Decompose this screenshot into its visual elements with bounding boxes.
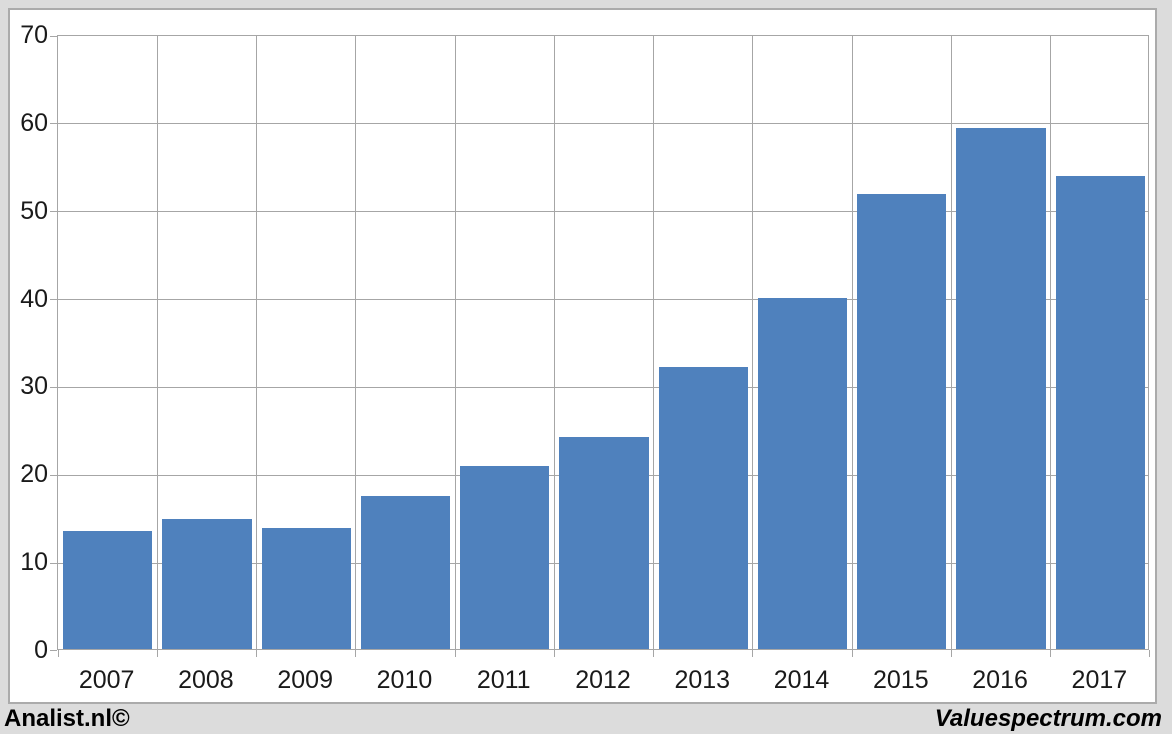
y-axis-label: 10 [20, 548, 48, 577]
gridline-vertical [653, 36, 655, 649]
x-axis-tick [752, 650, 754, 657]
gridline-horizontal [58, 123, 1148, 125]
bar-2013 [658, 366, 748, 649]
x-axis-tick [653, 650, 655, 657]
y-axis-label: 0 [34, 636, 48, 664]
gridline-vertical [851, 36, 853, 649]
y-axis-label: 60 [20, 108, 48, 137]
x-axis-label: 2008 [178, 666, 234, 694]
y-axis-label: 20 [20, 460, 48, 489]
gridline-horizontal [58, 211, 1148, 213]
bar-2015 [857, 193, 947, 649]
x-axis-tick [553, 650, 555, 657]
x-axis-tick [156, 650, 158, 657]
chart-box: 0 10 20 30 40 50 60 70 2007 2008 2009 2010 2011 2012… [8, 8, 1157, 704]
footer-strip: Analist.nl© Valuespectrum.com [0, 704, 1172, 734]
gridline-vertical [553, 36, 555, 649]
y-axis-tick [50, 386, 57, 388]
gridline-horizontal [58, 299, 1148, 301]
gridline-vertical [156, 36, 158, 649]
y-axis-label: 50 [20, 196, 48, 225]
bar-2014 [757, 298, 848, 649]
x-axis-label: 2015 [873, 666, 929, 694]
gridline-horizontal [58, 386, 1148, 388]
gridline-vertical [256, 36, 258, 649]
x-axis-label: 2010 [376, 666, 433, 694]
y-axis-tick [50, 299, 57, 301]
brand-analist: Analist.nl© [4, 705, 130, 732]
x-axis-label: 2014 [773, 666, 830, 694]
bar-2010 [360, 496, 451, 649]
y-axis-tick [50, 650, 57, 651]
gridline-vertical [752, 36, 754, 649]
x-axis-label: 2012 [575, 666, 631, 694]
bar-2011 [460, 466, 550, 649]
x-axis-label: 2016 [972, 666, 1028, 694]
gridline-vertical [1050, 36, 1052, 649]
gridline-vertical [355, 36, 357, 649]
y-axis-tick [50, 211, 57, 213]
y-axis-label: 70 [20, 21, 48, 49]
x-axis-label: 2007 [78, 666, 135, 694]
y-axis-tick [50, 123, 57, 125]
x-axis-tick [950, 650, 952, 657]
x-axis-tick [1050, 650, 1052, 657]
x-axis-tick [58, 650, 59, 657]
x-axis-tick [851, 650, 853, 657]
x-axis-tick [454, 650, 456, 657]
gridline-vertical [950, 36, 952, 649]
x-axis-label: 2011 [476, 666, 531, 694]
bar-2007 [63, 531, 153, 649]
gridline-vertical [454, 36, 456, 649]
x-axis-label: 2009 [277, 666, 333, 694]
x-axis-tick [1149, 650, 1150, 657]
y-axis-tick [50, 474, 57, 476]
bar-2008 [162, 518, 252, 649]
bar-2009 [261, 527, 351, 649]
y-axis-label: 30 [20, 372, 48, 401]
bar-2017 [1055, 176, 1145, 649]
y-axis-tick [50, 562, 57, 564]
x-axis-label: 2013 [674, 666, 731, 694]
y-axis-label: 40 [20, 284, 48, 313]
bar-2016 [956, 128, 1046, 649]
bar-2012 [559, 437, 649, 649]
plot-area [50, 35, 1150, 657]
brand-valuespectrum: Valuespectrum.com [934, 705, 1162, 732]
x-axis-label: 2017 [1071, 666, 1128, 694]
y-axis-tick [50, 36, 57, 37]
x-axis-tick [256, 650, 258, 657]
x-axis-tick [355, 650, 357, 657]
